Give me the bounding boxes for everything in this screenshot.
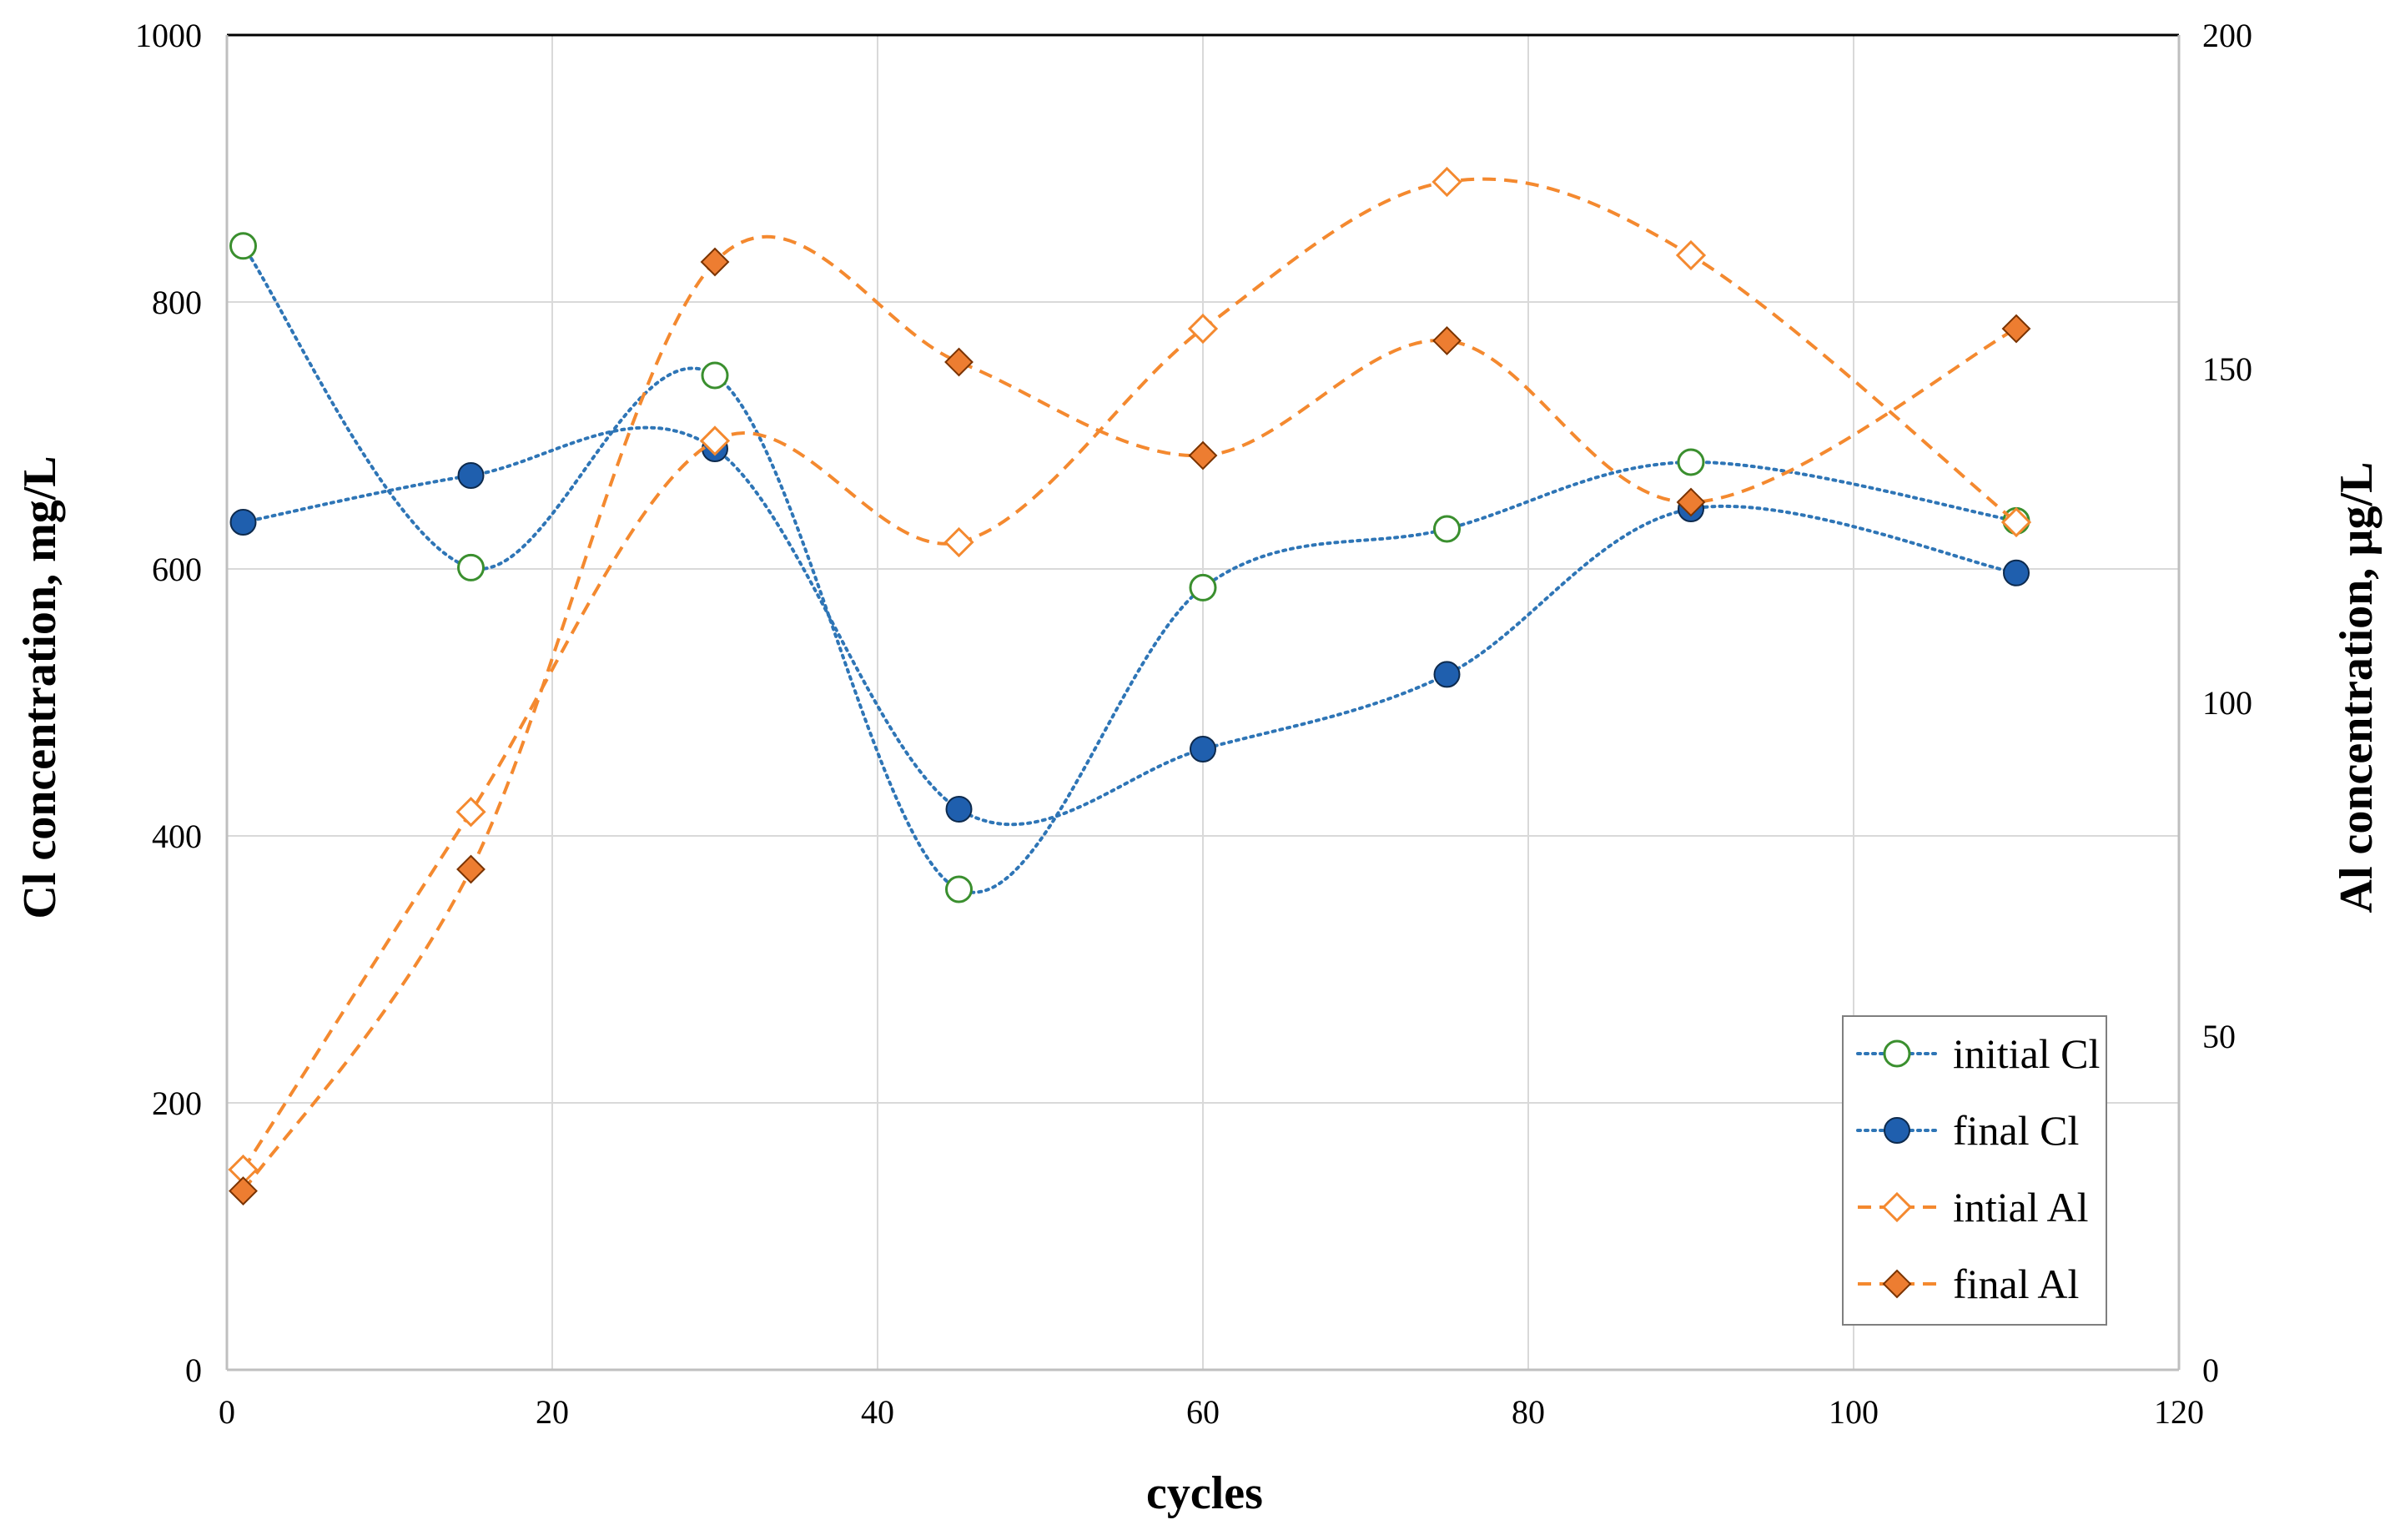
legend-marker [1882, 1269, 1912, 1299]
legend: initial Cl final Cl intial Al final Al [1842, 1015, 2107, 1326]
data-point [2000, 506, 2032, 538]
data-point [700, 247, 730, 277]
legend-entry: intial Al [1858, 1184, 2089, 1230]
data-point [1188, 440, 1218, 471]
y-left-tick-label: 1000 [135, 17, 202, 54]
data-point [2001, 314, 2031, 344]
y-right-tick-label: 100 [2202, 684, 2252, 722]
series-final-al [229, 234, 2031, 1206]
y-right-tick-label: 150 [2202, 350, 2252, 388]
data-point [1677, 448, 1705, 476]
tick-labels: 0 200 400 600 800 1000 0 20 40 60 80 100 120 0 50 100 15… [135, 17, 2252, 1431]
legend-entry: initial Cl [1856, 1030, 2100, 1077]
x-tick-label: 40 [861, 1393, 894, 1431]
series-line [241, 244, 2018, 894]
y-right-tick-label: 200 [2202, 17, 2252, 54]
data-point [457, 462, 485, 489]
y-right-tick-label: 50 [2202, 1018, 2236, 1055]
legend-box [1842, 1015, 2107, 1326]
x-tick-label: 120 [2154, 1393, 2204, 1431]
data-point [1190, 736, 1216, 762]
data-point [945, 875, 973, 903]
data-point [229, 509, 257, 536]
legend-label: initial Cl [1953, 1030, 2100, 1077]
legend-label: final Cl [1953, 1107, 2079, 1154]
data-point [1432, 325, 1462, 355]
x-tick-label: 60 [1186, 1393, 1220, 1431]
legend-label: final Al [1953, 1261, 2079, 1307]
y-left-axis-title: Cl concentration, mg/L [14, 455, 66, 918]
y-left-tick-label: 800 [152, 284, 202, 321]
y-left-tick-label: 0 [185, 1351, 202, 1389]
data-point [456, 854, 486, 884]
legend-entry: final Cl [1856, 1107, 2079, 1154]
series-layer [228, 166, 2032, 1206]
series-line [241, 425, 2018, 827]
data-point [1189, 573, 1217, 601]
legend-marker [1883, 1039, 1911, 1068]
y-left-tick-label: 200 [152, 1085, 202, 1122]
legend-label: intial Al [1953, 1184, 2089, 1230]
data-point [1676, 487, 1706, 517]
data-point [1187, 313, 1219, 345]
y-right-tick-label: 0 [2202, 1351, 2219, 1389]
y-left-tick-label: 600 [152, 551, 202, 588]
legend-entry: final Al [1858, 1261, 2079, 1307]
legend-marker [1884, 1117, 1910, 1144]
data-point [699, 425, 731, 456]
data-point [455, 797, 486, 828]
x-tick-label: 20 [536, 1393, 569, 1431]
data-point [457, 553, 485, 581]
series-line [241, 177, 2018, 1171]
x-tick-label: 100 [1829, 1393, 1879, 1431]
data-point [229, 232, 257, 260]
x-tick-label: 80 [1512, 1393, 1545, 1431]
series-line [241, 234, 2017, 1192]
data-point [944, 347, 974, 377]
data-point [1431, 166, 1462, 198]
data-point [943, 526, 974, 558]
legend-marker [1881, 1191, 1913, 1223]
data-point [1433, 515, 1461, 543]
y-right-axis-title: Al concentration, µg/L [2331, 462, 2382, 913]
data-point [2003, 559, 2030, 586]
gridlines [227, 35, 2179, 1370]
data-point [1433, 661, 1461, 688]
data-point [945, 796, 973, 823]
x-tick-label: 0 [219, 1393, 235, 1431]
axes [225, 33, 2181, 1371]
data-point [229, 1176, 258, 1206]
y-left-tick-label: 400 [152, 818, 202, 855]
series-intial-al [228, 166, 2032, 1185]
data-point [701, 361, 729, 390]
data-point [1675, 239, 1707, 271]
x-axis-title: cycles [1146, 1467, 1263, 1519]
